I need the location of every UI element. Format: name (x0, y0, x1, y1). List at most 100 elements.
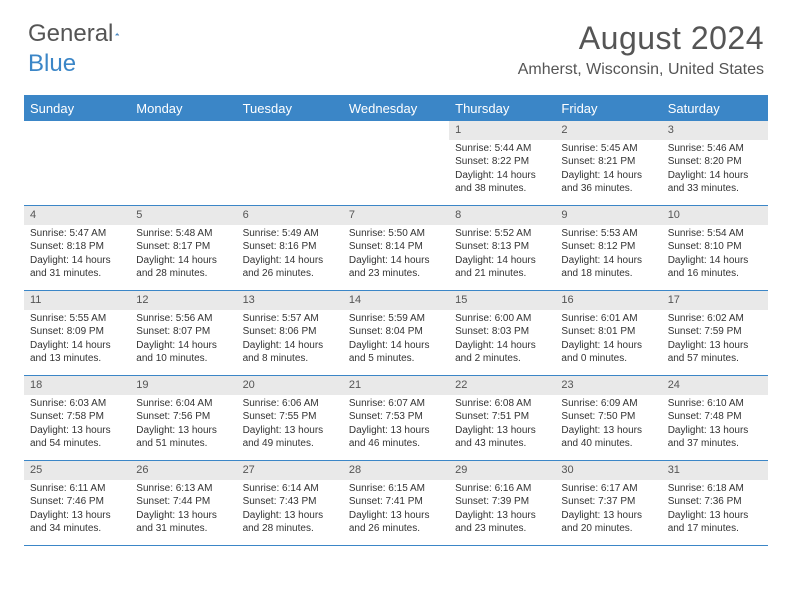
day-number: 22 (449, 376, 555, 395)
sunrise-text: Sunrise: 5:44 AM (455, 142, 549, 156)
day-cell: 24Sunrise: 6:10 AMSunset: 7:48 PMDayligh… (662, 376, 768, 460)
day-cell: 11Sunrise: 5:55 AMSunset: 8:09 PMDayligh… (24, 291, 130, 375)
sunset-text: Sunset: 8:18 PM (30, 240, 124, 254)
daylight-line1: Daylight: 13 hours (668, 339, 762, 353)
day-cell: 26 Sunrise: 6:13 AMSunset: 7:44 PMDayligh… (130, 461, 236, 545)
sunrise-text: Sunrise: 5:48 AM (136, 227, 230, 241)
sunset-text: Sunset: 8:03 PM (455, 325, 549, 339)
sunset-text: Sunset: 8:12 PM (561, 240, 655, 254)
sunrise-text: Sunrise: 6:18 AM (668, 482, 762, 496)
day-details: Sunrise: 5:52 AMSunset: 8:13 PMDaylight:… (449, 225, 555, 285)
day-cell: 7Sunrise: 5:50 AMSunset: 8:14 PMDaylight… (343, 206, 449, 290)
day-details: Sunrise: 5:47 AMSunset: 8:18 PMDaylight:… (24, 225, 130, 285)
day-details: Sunrise: 6:00 AMSunset: 8:03 PMDaylight:… (449, 310, 555, 370)
daylight-line2: and 28 minutes. (136, 267, 230, 281)
daylight-line1: Daylight: 14 hours (136, 254, 230, 268)
day-number (237, 121, 343, 125)
day-number: 2 (555, 121, 661, 140)
daylight-line1: Daylight: 14 hours (668, 254, 762, 268)
day-cell: 14Sunrise: 5:59 AMSunset: 8:04 PMDayligh… (343, 291, 449, 375)
day-header-mon: Monday (130, 96, 236, 121)
sunset-text: Sunset: 7:39 PM (455, 495, 549, 509)
daylight-line2: and 17 minutes. (668, 522, 762, 536)
day-cell (130, 121, 236, 205)
day-number: 27 (237, 461, 343, 480)
daylight-line1: Daylight: 14 hours (349, 339, 443, 353)
sunrise-text: Sunrise: 5:49 AM (243, 227, 337, 241)
header: General August 2024 Amherst, Wisconsin, … (0, 0, 792, 89)
daylight-line2: and 26 minutes. (243, 267, 337, 281)
day-cell: 29Sunrise: 6:16 AMSunset: 7:39 PMDayligh… (449, 461, 555, 545)
sunrise-text: Sunrise: 6:15 AM (349, 482, 443, 496)
logo-blue-wrap: Blue (28, 50, 76, 78)
day-details: Sunrise: 6:02 AMSunset: 7:59 PMDaylight:… (662, 310, 768, 370)
daylight-line1: Daylight: 13 hours (349, 424, 443, 438)
week-row: 4Sunrise: 5:47 AMSunset: 8:18 PMDaylight… (24, 206, 768, 291)
sunset-text: Sunset: 8:01 PM (561, 325, 655, 339)
sunrise-text: Sunrise: 6:09 AM (561, 397, 655, 411)
day-number: 30 (555, 461, 661, 480)
day-number: 5 (130, 206, 236, 225)
sunrise-text: Sunrise: 6:11 AM (30, 482, 124, 496)
day-details: Sunrise: 6:06 AMSunset: 7:55 PMDaylight:… (237, 395, 343, 455)
day-cell: 25Sunrise: 6:11 AMSunset: 7:46 PMDayligh… (24, 461, 130, 545)
day-number (24, 121, 130, 125)
sunrise-text: Sunrise: 5:50 AM (349, 227, 443, 241)
week-row: 25Sunrise: 6:11 AMSunset: 7:46 PMDayligh… (24, 461, 768, 546)
day-details: Sunrise: 6:07 AMSunset: 7:53 PMDaylight:… (343, 395, 449, 455)
day-details: Sunrise: 6:11 AMSunset: 7:46 PMDaylight:… (24, 480, 130, 540)
day-details: Sunrise: 5:48 AMSunset: 8:17 PMDaylight:… (130, 225, 236, 285)
day-number: 11 (24, 291, 130, 310)
daylight-line2: and 8 minutes. (243, 352, 337, 366)
day-number: 26 (130, 461, 236, 480)
daylight-line2: and 10 minutes. (136, 352, 230, 366)
daylight-line1: Daylight: 13 hours (455, 424, 549, 438)
day-number: 16 (555, 291, 661, 310)
day-header-thu: Thursday (449, 96, 555, 121)
sunset-text: Sunset: 8:06 PM (243, 325, 337, 339)
day-cell: 5Sunrise: 5:48 AMSunset: 8:17 PMDaylight… (130, 206, 236, 290)
daylight-line1: Daylight: 13 hours (136, 509, 230, 523)
sunrise-text: Sunrise: 5:55 AM (30, 312, 124, 326)
day-cell: 13Sunrise: 5:57 AMSunset: 8:06 PMDayligh… (237, 291, 343, 375)
day-cell: 3Sunrise: 5:46 AMSunset: 8:20 PMDaylight… (662, 121, 768, 205)
sunset-text: Sunset: 7:48 PM (668, 410, 762, 424)
daylight-line1: Daylight: 14 hours (561, 339, 655, 353)
daylight-line1: Daylight: 13 hours (668, 424, 762, 438)
day-number: 31 (662, 461, 768, 480)
day-headers: Sunday Monday Tuesday Wednesday Thursday… (24, 96, 768, 121)
day-cell: 27Sunrise: 6:14 AMSunset: 7:43 PMDayligh… (237, 461, 343, 545)
sunset-text: Sunset: 8:10 PM (668, 240, 762, 254)
daylight-line1: Daylight: 14 hours (30, 339, 124, 353)
sunset-text: Sunset: 8:20 PM (668, 155, 762, 169)
daylight-line2: and 26 minutes. (349, 522, 443, 536)
day-number: 6 (237, 206, 343, 225)
day-details: Sunrise: 6:01 AMSunset: 8:01 PMDaylight:… (555, 310, 661, 370)
day-number (343, 121, 449, 125)
day-cell: 10Sunrise: 5:54 AMSunset: 8:10 PMDayligh… (662, 206, 768, 290)
day-details: Sunrise: 6:03 AMSunset: 7:58 PMDaylight:… (24, 395, 130, 455)
daylight-line1: Daylight: 13 hours (243, 509, 337, 523)
day-cell: 22Sunrise: 6:08 AMSunset: 7:51 PMDayligh… (449, 376, 555, 460)
sunset-text: Sunset: 7:44 PM (136, 495, 230, 509)
sunrise-text: Sunrise: 6:00 AM (455, 312, 549, 326)
day-number: 12 (130, 291, 236, 310)
sunset-text: Sunset: 7:41 PM (349, 495, 443, 509)
day-number: 23 (555, 376, 661, 395)
daylight-line2: and 5 minutes. (349, 352, 443, 366)
day-number: 1 (449, 121, 555, 140)
day-details: Sunrise: 5:46 AMSunset: 8:20 PMDaylight:… (662, 140, 768, 200)
day-details: Sunrise: 6:17 AMSunset: 7:37 PMDaylight:… (555, 480, 661, 540)
weeks-container: 1Sunrise: 5:44 AMSunset: 8:22 PMDaylight… (24, 121, 768, 546)
sunrise-text: Sunrise: 6:16 AM (455, 482, 549, 496)
sunrise-text: Sunrise: 5:52 AM (455, 227, 549, 241)
sunrise-text: Sunrise: 6:14 AM (243, 482, 337, 496)
week-row: 18Sunrise: 6:03 AMSunset: 7:58 PMDayligh… (24, 376, 768, 461)
daylight-line2: and 28 minutes. (243, 522, 337, 536)
day-cell: 28Sunrise: 6:15 AMSunset: 7:41 PMDayligh… (343, 461, 449, 545)
day-cell: 4Sunrise: 5:47 AMSunset: 8:18 PMDaylight… (24, 206, 130, 290)
daylight-line1: Daylight: 13 hours (349, 509, 443, 523)
day-details: Sunrise: 6:08 AMSunset: 7:51 PMDaylight:… (449, 395, 555, 455)
sunrise-text: Sunrise: 6:13 AM (136, 482, 230, 496)
daylight-line1: Daylight: 13 hours (455, 509, 549, 523)
